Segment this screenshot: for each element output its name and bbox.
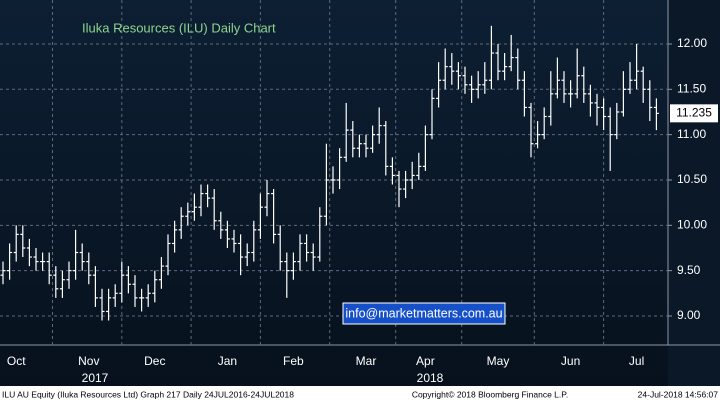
x-tick-label: Oct [7,354,26,368]
y-tick-label: 10.00 [677,217,707,231]
year-label: 2017 [82,371,109,385]
footer-left: ILU AU Equity (Iluka Resources Ltd) Grap… [2,389,294,399]
y-tick-label: 10.50 [677,172,707,186]
x-tick-label: Jan [218,354,237,368]
plot-background [0,0,720,386]
x-tick-label: Nov [78,354,99,368]
footer-center: Copyright© 2018 Bloomberg Finance L.P. [412,389,568,399]
grid [0,0,672,345]
x-tick-label: Jun [561,354,580,368]
watermark-box [342,302,506,325]
last-price-box [670,104,718,123]
chart-title: Iluka Resources (ILU) Daily Chart [82,20,276,35]
x-tick-label: Apr [416,354,435,368]
watermark: info@marketmatters.com.au [345,306,502,320]
y-tick-label: 9.50 [677,263,701,277]
y-tick-label: 9.00 [677,308,701,322]
labels: 9.00 9.50 10.00 10.50 11.00 11.50 12.00 Oct Nov D… [7,36,718,368]
x-tick-label: Dec [144,354,165,368]
year-label: 2018 [417,371,444,385]
last-price-label: 11.235 [676,106,712,120]
y-tick-label: 11.00 [677,127,706,141]
x-tick-label: Mar [356,354,377,368]
bars [0,25,659,321]
axis-background [668,0,720,386]
y-tick-label: 12.00 [677,36,707,50]
x-tick-label: Feb [283,354,304,368]
y-tick-label: 11.50 [677,81,706,95]
footer-background [0,386,720,402]
footer-right: 24-Jul-2018 14:56:07 [638,389,719,399]
x-tick-label: May [487,354,510,368]
x-tick-label: Jul [629,354,644,368]
